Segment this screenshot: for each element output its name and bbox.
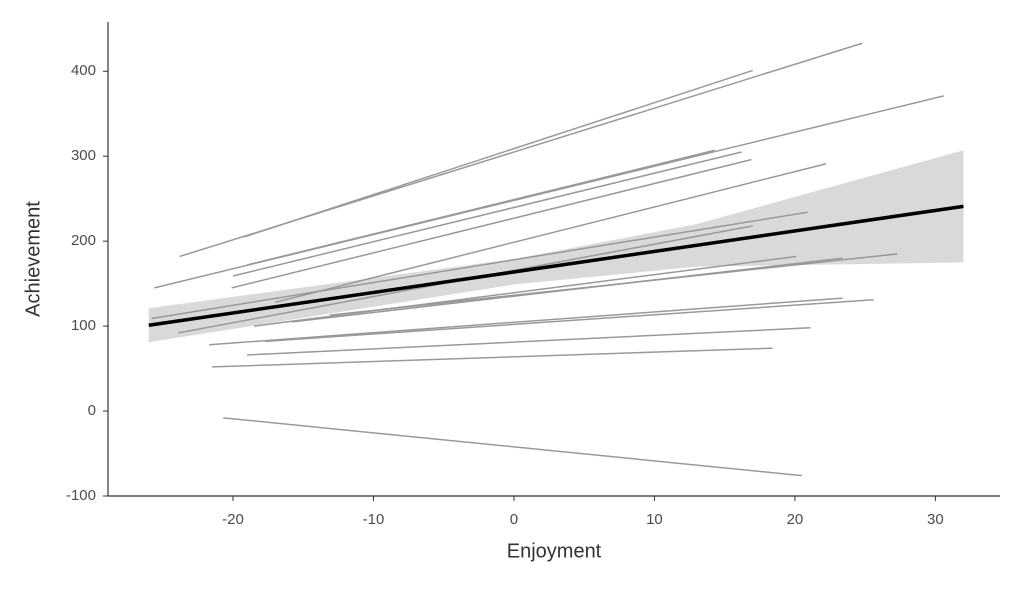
group-line (329, 253, 898, 316)
group-line (246, 149, 716, 266)
x-tick-label: -20 (222, 511, 244, 528)
x-tick-label: -10 (363, 511, 385, 528)
x-tick-label: 10 (646, 511, 663, 528)
group-line (211, 347, 773, 368)
y-tick-label: 0 (88, 402, 96, 419)
group-line (265, 299, 874, 343)
x-tick-label: 0 (510, 511, 518, 528)
group-line (253, 255, 797, 327)
group-line (231, 158, 752, 289)
x-tick-label: 30 (927, 511, 944, 528)
fit-line (148, 204, 964, 327)
y-tick-label: 200 (71, 232, 96, 249)
x-tick-label: 20 (787, 511, 804, 528)
group-line (209, 297, 843, 346)
group-line (244, 69, 754, 238)
group-line (232, 151, 742, 277)
group-line (223, 417, 803, 477)
y-tick-label: -100 (66, 487, 96, 504)
group-line (274, 163, 826, 304)
y-tick-label: 400 (71, 62, 96, 79)
confidence-band (148, 150, 964, 343)
group-line (247, 327, 811, 356)
y-axis-title: Achievement (22, 201, 44, 317)
y-tick-label: 100 (71, 317, 96, 334)
x-axis-title: Enjoyment (507, 540, 602, 562)
group-line (151, 211, 808, 320)
y-tick-label: 300 (71, 147, 96, 164)
